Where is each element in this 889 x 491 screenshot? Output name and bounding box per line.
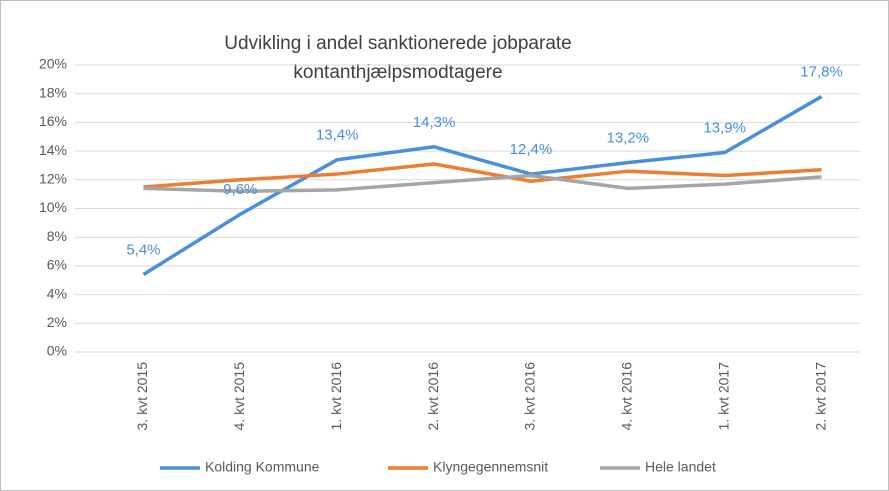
- y-tick-label: 8%: [47, 228, 67, 244]
- data-label: 13,9%: [703, 120, 746, 137]
- legend-label: Kolding Kommune: [205, 459, 320, 475]
- y-tick-label: 14%: [39, 142, 67, 158]
- x-tick-label: 2. kvt 2016: [425, 362, 441, 431]
- y-tick-label: 12%: [39, 171, 67, 187]
- data-label: 13,2%: [607, 130, 650, 147]
- legend-label: Hele landet: [645, 459, 716, 475]
- y-tick-label: 20%: [39, 56, 67, 72]
- y-tick-label: 6%: [47, 257, 67, 273]
- x-tick-label: 2. kvt 2017: [812, 362, 828, 431]
- data-label: 13,4%: [316, 127, 359, 144]
- y-tick-label: 4%: [47, 285, 67, 301]
- x-tick-label: 4. kvt 2016: [619, 362, 635, 431]
- y-tick-label: 2%: [47, 314, 67, 330]
- x-tick-label: 3. kvt 2015: [134, 362, 150, 431]
- data-label: 5,4%: [126, 241, 160, 258]
- x-tick-label: 4. kvt 2015: [231, 362, 247, 431]
- x-tick-label: 3. kvt 2016: [522, 362, 538, 431]
- chart-title: kontanthjælpsmodtagere: [293, 62, 502, 83]
- y-tick-label: 18%: [39, 84, 67, 100]
- y-tick-label: 16%: [39, 113, 67, 129]
- x-tick-label: 1. kvt 2017: [715, 362, 731, 431]
- data-label: 12,4%: [510, 141, 553, 158]
- chart-title: Udvikling i andel sanktionerede jobparat…: [224, 33, 572, 54]
- series-line: [142, 95, 823, 276]
- series-line: [143, 162, 822, 189]
- data-label: 17,8%: [800, 64, 843, 81]
- x-tick-label: 1. kvt 2016: [328, 362, 344, 431]
- y-tick-label: 0%: [47, 343, 67, 359]
- y-tick-label: 10%: [39, 199, 67, 215]
- data-label: 14,3%: [413, 114, 456, 131]
- series-line: [143, 173, 822, 194]
- data-label: 9,6%: [223, 181, 257, 198]
- legend-label: Klyngegennemsnit: [433, 459, 548, 475]
